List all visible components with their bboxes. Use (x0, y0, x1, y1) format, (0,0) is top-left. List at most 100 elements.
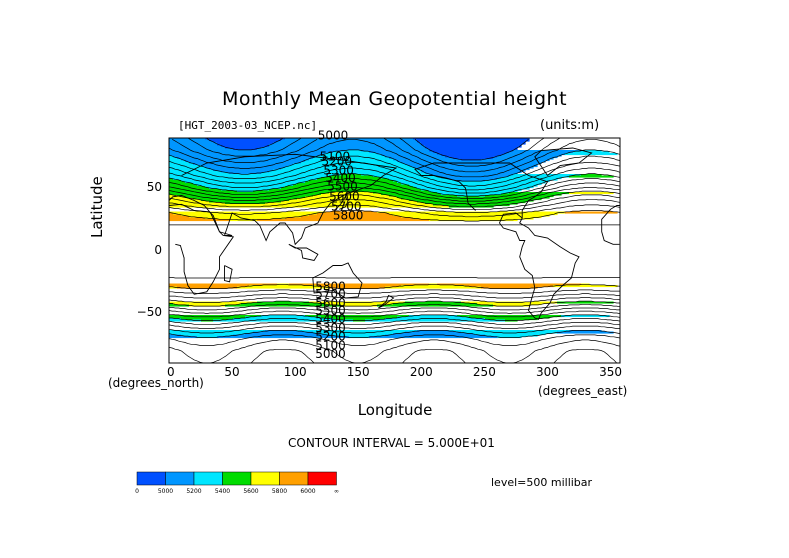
contour-fill-cell (269, 189, 422, 192)
contour-fill-cell (181, 180, 310, 183)
contour-fill-cell (285, 166, 414, 169)
contour-fill-cell (413, 186, 534, 189)
contour-fill-cell (393, 214, 550, 217)
contour-fill-cell (273, 169, 422, 172)
contour-fill-cell (393, 333, 474, 336)
contour-fill-cell (169, 163, 194, 166)
coastline (534, 147, 593, 176)
contour-fill-cell (381, 193, 442, 196)
contour-fill-cell (473, 333, 546, 336)
contour-fill-cell (497, 178, 558, 181)
contour-fill-cell (233, 334, 334, 337)
contour-label: 5500 (315, 303, 346, 317)
contour-label: 5100 (320, 150, 351, 164)
contour-fill-cell (305, 181, 398, 184)
contour-fill-cell (169, 175, 330, 178)
y-tick-label: 50 (146, 180, 162, 194)
coastline (169, 153, 398, 246)
contour-fill-cell (169, 303, 174, 306)
contour-fill-cell (309, 180, 394, 183)
contour-fill-cell (409, 315, 458, 318)
coastline-layer (169, 147, 620, 320)
contour-fill-cell (261, 172, 426, 175)
contour-fill-cell (401, 183, 542, 186)
contour-fill-cell (169, 178, 174, 181)
colorbar-label: 5200 (186, 488, 201, 495)
contour-fill-cell (409, 199, 534, 202)
contour-fill-cell (169, 154, 322, 157)
contour-interval-text: CONTOUR INTERVAL = 5.000E+01 (288, 436, 495, 450)
x-tick-label: 150 (346, 365, 370, 379)
contour-line-layer (169, 138, 620, 363)
contour-fill-cell (417, 201, 526, 204)
y-tick-label: 0 (154, 242, 162, 257)
contour-fill-cell (189, 216, 302, 219)
contour-fill-cell (261, 315, 306, 318)
contour-fill-cell (485, 318, 538, 321)
contour-fill-cell (445, 156, 498, 159)
colorbar-label: ∞ (334, 488, 339, 495)
units-label: (units:m) (540, 118, 600, 133)
contour-fill-cell (381, 177, 442, 180)
contour-fill-cell (173, 303, 242, 306)
contour-fill-cell (293, 163, 406, 166)
contour-fill-cell (417, 139, 530, 142)
contour-fill-cell (509, 151, 574, 154)
contour-fill-cell (225, 304, 342, 307)
colorbar-label: 5600 (243, 488, 258, 495)
contour-fill-cell (193, 198, 298, 201)
contour-fill-cell (181, 159, 310, 162)
contour-fill-cell (225, 147, 262, 150)
coastline (378, 294, 395, 309)
contour-fill-cell (289, 283, 430, 286)
contour-fill-cell (565, 211, 618, 214)
contour-fill-cell (181, 318, 234, 321)
contour-fill-cell (405, 301, 462, 304)
contour-fill-cell (265, 330, 298, 333)
contour-fill-cell (285, 217, 414, 220)
contour-fill-cell (301, 216, 402, 219)
coastline (601, 205, 620, 245)
contour-fill-cell (193, 183, 298, 186)
contour-fill-cell (369, 336, 498, 339)
contour-fill-cell (569, 175, 614, 178)
contour-fill-cell (169, 199, 202, 202)
contour-fill-cell (429, 150, 514, 153)
chart-title: Monthly Mean Geopotential height (221, 88, 568, 110)
contour-line (172, 138, 561, 173)
contour-fill-cell (273, 142, 422, 145)
contour-fill-cell (329, 192, 374, 195)
contour-fill-cell (389, 213, 558, 216)
contour-fill-cell (565, 153, 618, 156)
contour-fill-cell (501, 154, 562, 157)
contour-fill-cell (169, 171, 222, 174)
contour-fill-cell (169, 216, 190, 219)
contour-fill-cell (313, 157, 390, 160)
contour-label: 5100 (315, 338, 346, 352)
contour-fill-cell (485, 195, 554, 198)
contour-fill-cell (429, 219, 518, 222)
contour-fill-cell (169, 219, 230, 222)
contour-line (169, 138, 620, 178)
contour-fill-cell (417, 330, 450, 333)
contour-fill-cell (425, 172, 518, 175)
contour-label: 5000 (315, 347, 346, 361)
contour-line (169, 187, 620, 205)
contour-label: 5300 (315, 321, 346, 335)
contour-fill-cell (401, 285, 466, 288)
contour-fill-cell (329, 286, 386, 289)
contour-fill-cell (425, 202, 518, 205)
contour-fill-cell (385, 156, 446, 159)
contour-fill-cell (557, 301, 614, 304)
contour-fill-cell (169, 162, 190, 165)
contour-label: 5700 (331, 200, 362, 214)
contour-fill-cell (169, 196, 186, 199)
contour-fill-cell (333, 151, 370, 154)
contour-fill-cell (377, 153, 438, 156)
contour-fill-cell (389, 195, 458, 198)
contour-fill-cell (325, 211, 378, 214)
contour-fill-cell (281, 139, 418, 142)
contour-fill-cell (181, 334, 234, 337)
contour-fill-cell (169, 198, 194, 201)
contour-line (169, 300, 620, 307)
